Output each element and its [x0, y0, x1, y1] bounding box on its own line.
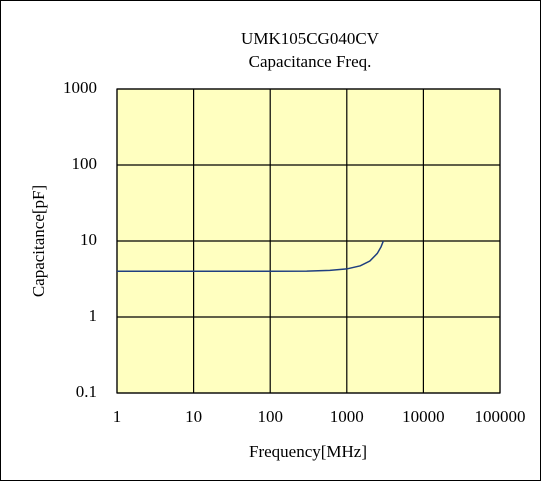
y-axis-label: Capacitance[pF] [29, 185, 48, 297]
y-tick-label: 10 [80, 230, 97, 249]
x-axis-label: Frequency[MHz] [249, 442, 367, 461]
y-tick-label: 100 [72, 154, 98, 173]
x-tick-label: 10000 [402, 407, 445, 426]
x-tick-label: 1 [113, 407, 122, 426]
x-tick-label: 10 [185, 407, 202, 426]
chart-subtitle: Capacitance Freq. [249, 52, 372, 71]
y-tick-label: 1000 [63, 78, 97, 97]
chart-title: UMK105CG040CV [241, 29, 380, 48]
y-tick-label: 1 [89, 306, 98, 325]
x-tick-label: 100 [257, 407, 283, 426]
data-line [117, 240, 385, 272]
y-tick-label: 0.1 [76, 382, 97, 401]
x-tick-label: 100000 [475, 407, 526, 426]
x-tick-label: 1000 [330, 407, 364, 426]
